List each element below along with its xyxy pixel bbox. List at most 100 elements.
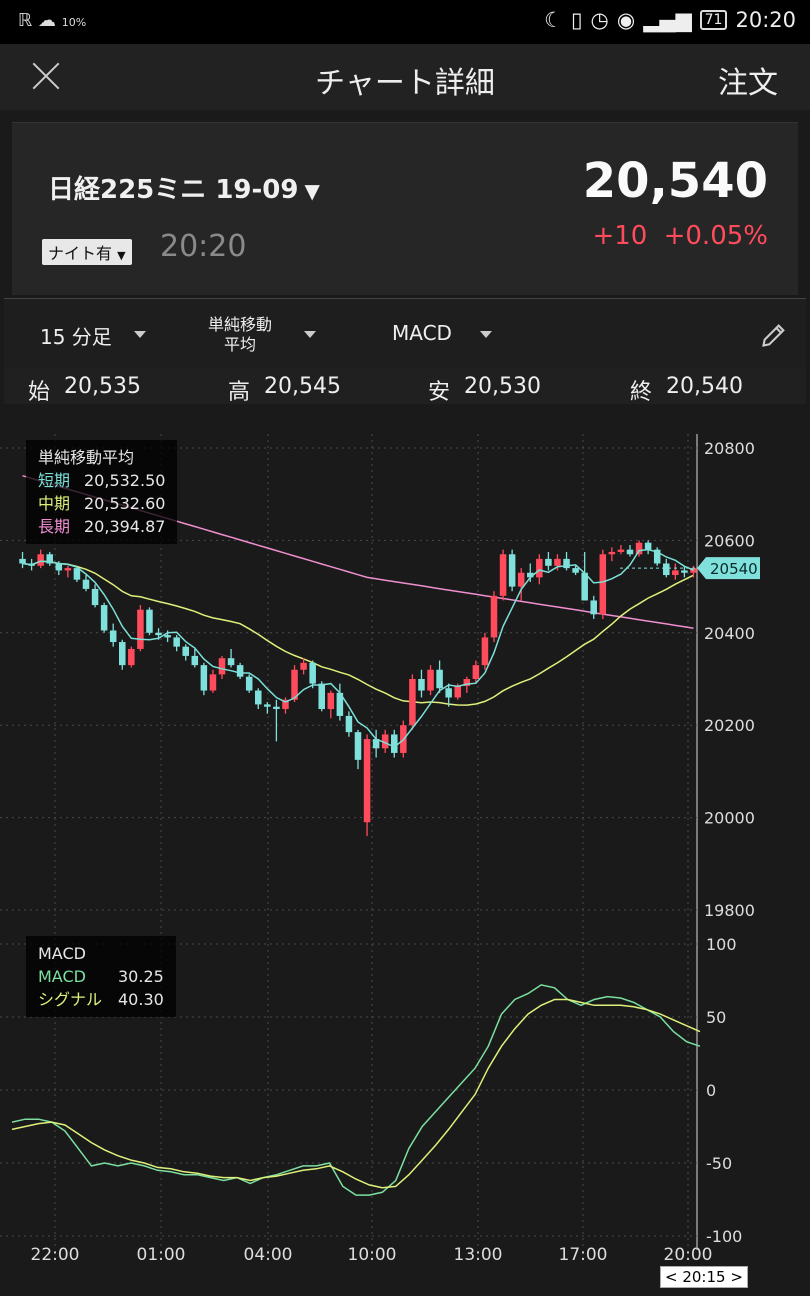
candle-body: [490, 595, 498, 638]
candle-body: [599, 554, 607, 615]
sma-legend-title: 単純移動平均: [38, 448, 135, 467]
chevron-down-icon: [304, 331, 316, 338]
candle-body: [672, 570, 679, 576]
ohlc-row: 始 20,535 高 20,545 安 20,530 終 20,540: [4, 368, 806, 405]
period-selector[interactable]: 15 分足: [40, 321, 112, 350]
candle-body: [255, 690, 262, 705]
chart-area[interactable]: [0, 404, 810, 1296]
candle-body: [681, 570, 688, 573]
moon-icon: ☾: [544, 8, 563, 32]
candle-body: [37, 554, 44, 566]
candle-body: [218, 658, 226, 675]
macd-legend: MACD MACD 30.25 シグナル 40.30: [26, 936, 176, 1017]
candle-body: [282, 699, 289, 710]
candle-body: [327, 692, 335, 710]
candle-body: [82, 579, 90, 589]
pencil-icon[interactable]: [760, 321, 788, 349]
y-tick-label: 20400: [704, 624, 755, 643]
candle-body: [409, 679, 416, 726]
candle-body: [146, 609, 153, 633]
indicator-selector[interactable]: 単純移動 平均: [208, 315, 272, 355]
candle-body: [418, 679, 425, 691]
y-tick-label: 20200: [704, 716, 755, 735]
period-label: 15 分足: [40, 325, 112, 349]
indicator-line2: 平均: [224, 335, 257, 354]
close-value: 20,540: [666, 374, 743, 399]
sma-short-label: 短期: [38, 471, 71, 490]
price-change: +10 +0.05%: [592, 221, 768, 251]
top-bar: チャート詳細 注文: [0, 44, 810, 110]
candle-body: [581, 572, 588, 601]
chart-settings-row: 15 分足 単純移動 平均 MACD: [4, 298, 806, 369]
candle-body: [264, 704, 271, 707]
signal-line: [11, 998, 701, 1189]
change-percent: +0.05%: [663, 221, 768, 251]
night-session-badge[interactable]: ナイト有 ▼: [42, 239, 132, 265]
low-label: 安: [428, 380, 451, 405]
candle-body: [554, 558, 561, 566]
sma-mid-line: [22, 560, 694, 706]
chevron-down-icon: [134, 331, 146, 338]
candle-body: [19, 558, 26, 564]
high-label: 高: [228, 380, 251, 405]
candle-body: [318, 683, 325, 710]
candle-body: [109, 630, 117, 643]
candle-body: [182, 646, 189, 656]
sma-short-line: [22, 548, 694, 748]
candle-body: [454, 685, 461, 698]
candle-body: [100, 605, 108, 631]
macd-legend-title: MACD: [38, 944, 86, 963]
sma-short-value: 20,532.50: [84, 471, 166, 490]
candle-body: [354, 732, 362, 760]
night-badge-label: ナイト有: [48, 244, 113, 263]
x-tick-label: 13:00: [454, 1245, 503, 1265]
sma-long-value: 20,394.87: [84, 517, 166, 536]
sma-mid-row: 中期 20,532.60: [38, 492, 165, 515]
chevron-down-icon: [480, 331, 492, 338]
candle-body: [128, 648, 135, 666]
candle-body: [46, 554, 53, 564]
candle-body: [236, 665, 244, 677]
x-tick-label: 20:00: [664, 1245, 713, 1265]
sma-short-row: 短期 20,532.50: [38, 469, 165, 492]
quote-panel: 日経225ミニ 19-09 ▼ ナイト有 ▼ 20:20 20,540 +10 +…: [12, 122, 798, 295]
open-label: 始: [28, 380, 51, 405]
dropdown-icon: ▼: [117, 249, 126, 262]
candle-body: [644, 542, 652, 550]
current-price: 20,540: [582, 153, 768, 209]
candle-body: [617, 549, 625, 552]
battery-indicator: 71: [699, 10, 728, 30]
candle-body: [517, 572, 525, 587]
candle-body: [427, 669, 434, 691]
candle-body: [563, 558, 570, 569]
x-tick-label: 17:00: [559, 1245, 608, 1265]
x-tick-label: 01:00: [137, 1245, 186, 1265]
order-button[interactable]: 注文: [718, 66, 778, 101]
candle-body: [572, 568, 579, 573]
y-tick-label: 19800: [704, 901, 755, 920]
signal-row: シグナル 40.30: [38, 988, 164, 1011]
close-label: 終: [630, 380, 653, 405]
change-value: +10: [592, 221, 648, 251]
candle-body: [663, 563, 670, 576]
instrument-name: 日経225ミニ 19-09: [48, 175, 299, 205]
quote-time: 20:20: [160, 229, 247, 264]
y-tick-label: 20000: [704, 809, 755, 828]
oscillator-selector[interactable]: MACD: [392, 321, 452, 345]
x-tick-label: 22:00: [31, 1245, 80, 1265]
instrument-selector[interactable]: 日経225ミニ 19-09 ▼: [48, 169, 320, 206]
candle-body: [291, 669, 298, 700]
candle-body: [445, 688, 452, 698]
candle-body: [227, 658, 235, 666]
status-left: ℝ ☁ 10%: [18, 10, 87, 31]
macd-y-tick-label: 100: [706, 935, 737, 954]
price-chart[interactable]: 22:00 01:00 04:00 10:00 13:00 17:00 20:00 20800…: [0, 404, 810, 1296]
macd-y-tick-label: -100: [706, 1227, 742, 1246]
macd-y-tick-label: 0: [706, 1081, 716, 1100]
candle-body: [463, 679, 471, 686]
sma-long-label: 長期: [38, 517, 71, 536]
candle-body: [508, 554, 516, 587]
sma-mid-value: 20,532.60: [84, 494, 166, 513]
sma-long-row: 長期 20,394.87: [38, 515, 165, 538]
candle-body: [137, 609, 144, 649]
